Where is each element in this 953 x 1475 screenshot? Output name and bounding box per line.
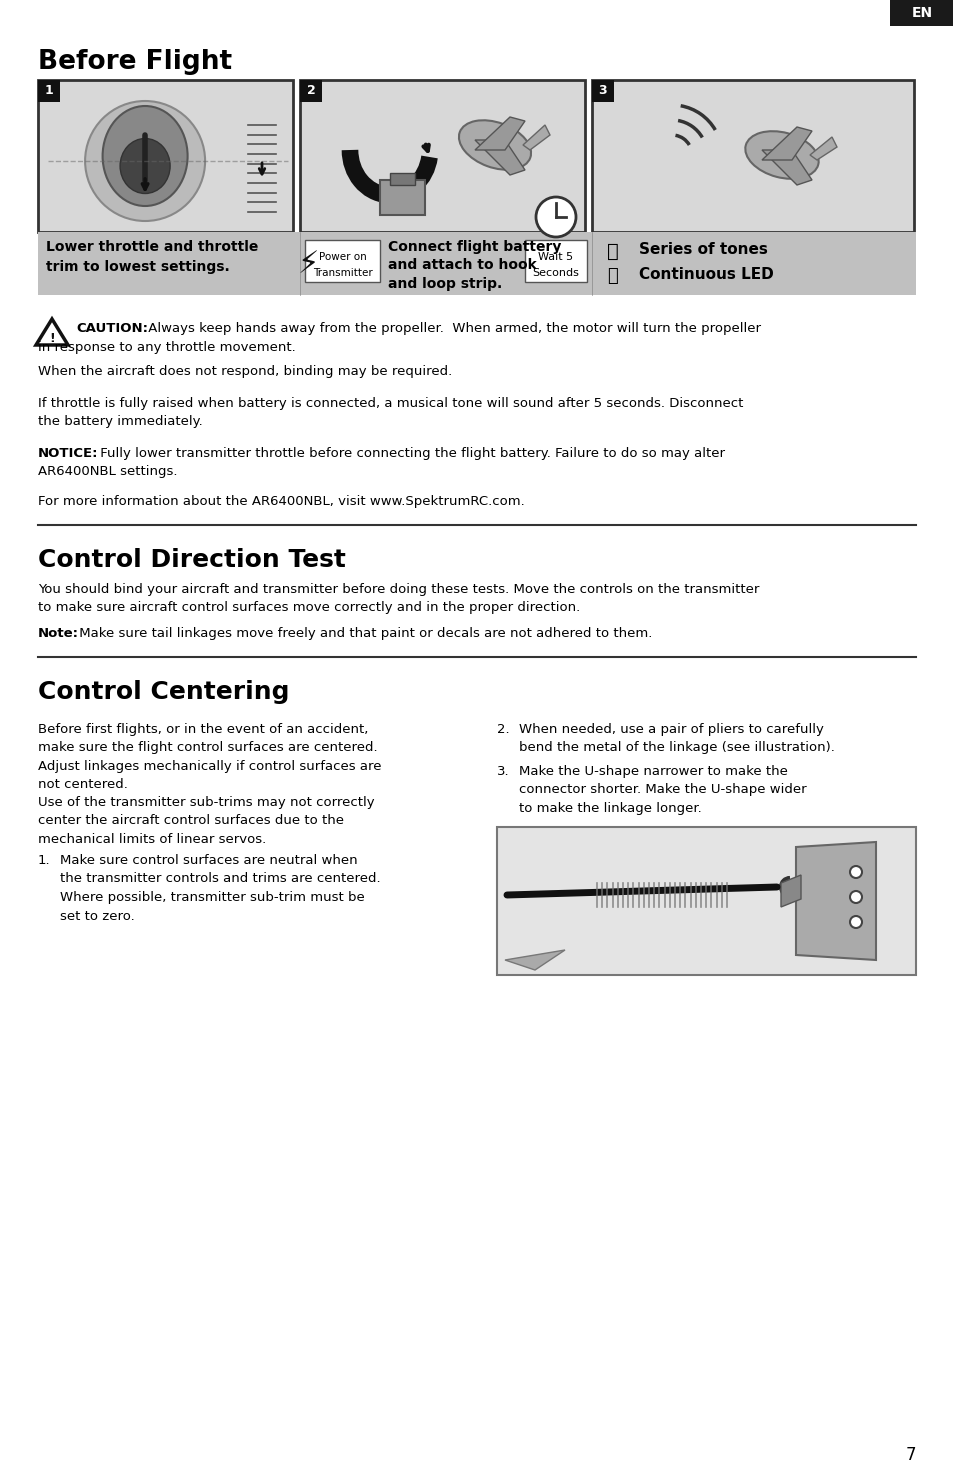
Circle shape: [849, 891, 862, 903]
Bar: [38, 80, 293, 232]
Text: 2: 2: [306, 84, 315, 97]
Polygon shape: [761, 150, 811, 184]
Text: When the aircraft does not respond, binding may be required.: When the aircraft does not respond, bind…: [38, 364, 452, 378]
Bar: [38, 80, 60, 102]
Text: For more information about the AR6400NBL, visit www.SpektrumRC.com.: For more information about the AR6400NBL…: [38, 496, 524, 507]
Text: Control Direction Test: Control Direction Test: [38, 549, 346, 572]
Text: Make sure tail linkages move freely and that paint or decals are not adhered to : Make sure tail linkages move freely and …: [75, 627, 652, 640]
Circle shape: [849, 916, 862, 928]
Text: Make sure control surfaces are neutral when
the transmitter controls and trims a: Make sure control surfaces are neutral w…: [60, 854, 380, 922]
Text: Wait 5: Wait 5: [537, 252, 573, 263]
Text: Before Flight: Before Flight: [38, 49, 232, 75]
Circle shape: [536, 198, 576, 237]
Text: Control Centering: Control Centering: [38, 680, 289, 704]
Ellipse shape: [103, 106, 188, 206]
Circle shape: [849, 866, 862, 878]
Text: 💡: 💡: [606, 267, 618, 285]
Polygon shape: [504, 950, 564, 971]
Text: Seconds: Seconds: [532, 268, 578, 277]
Text: 7: 7: [904, 1446, 915, 1465]
Text: Lower throttle and throttle: Lower throttle and throttle: [46, 240, 258, 254]
Text: NOTICE:: NOTICE:: [38, 447, 98, 460]
Bar: [390, 173, 415, 184]
Text: Transmitter: Transmitter: [313, 268, 372, 277]
Text: AR6400NBL settings.: AR6400NBL settings.: [38, 465, 177, 478]
Bar: [592, 80, 614, 102]
Text: Series of tones: Series of tones: [639, 242, 767, 257]
Ellipse shape: [85, 100, 205, 221]
Text: Connect flight battery
and attach to hook
and loop strip.: Connect flight battery and attach to hoo…: [388, 240, 560, 291]
Text: CAUTION:: CAUTION:: [76, 322, 148, 335]
Bar: [299, 80, 322, 102]
Ellipse shape: [120, 139, 170, 193]
Text: ⚡: ⚡: [297, 249, 318, 279]
Bar: [497, 827, 915, 975]
Text: in response to any throttle movement.: in response to any throttle movement.: [38, 341, 295, 354]
Bar: [524, 240, 586, 282]
Text: 3.: 3.: [497, 766, 509, 777]
Text: 🔊: 🔊: [606, 242, 618, 261]
Text: You should bind your aircraft and transmitter before doing these tests. Move the: You should bind your aircraft and transm…: [38, 583, 759, 596]
Text: Before first flights, or in the event of an accident,
make sure the flight contr: Before first flights, or in the event of…: [38, 723, 381, 792]
Bar: [299, 80, 584, 232]
Bar: [379, 180, 424, 215]
Text: Fully lower transmitter throttle before connecting the flight battery. Failure t: Fully lower transmitter throttle before …: [96, 447, 724, 460]
Ellipse shape: [458, 121, 531, 170]
Polygon shape: [761, 127, 811, 159]
Text: !: !: [49, 332, 55, 345]
Polygon shape: [781, 875, 801, 907]
Text: 2.: 2.: [497, 723, 509, 736]
Polygon shape: [475, 117, 524, 150]
Text: 1.: 1.: [38, 854, 51, 867]
Text: Make the U-shape narrower to make the
connector shorter. Make the U-shape wider
: Make the U-shape narrower to make the co…: [518, 766, 806, 816]
Polygon shape: [475, 140, 524, 176]
Text: 1: 1: [45, 84, 53, 97]
Bar: [305, 240, 379, 282]
Polygon shape: [522, 125, 550, 150]
Polygon shape: [795, 842, 875, 960]
Text: Power on: Power on: [318, 252, 366, 263]
Text: to make sure aircraft control surfaces move correctly and in the proper directio: to make sure aircraft control surfaces m…: [38, 600, 579, 614]
Text: If throttle is fully raised when battery is connected, a musical tone will sound: If throttle is fully raised when battery…: [38, 397, 742, 410]
Text: When needed, use a pair of pliers to carefully
bend the metal of the linkage (se: When needed, use a pair of pliers to car…: [518, 723, 834, 755]
Text: Always keep hands away from the propeller.  When armed, the motor will turn the : Always keep hands away from the propelle…: [144, 322, 760, 335]
Text: Continuous LED: Continuous LED: [639, 267, 773, 282]
Ellipse shape: [744, 131, 818, 178]
Text: Use of the transmitter sub-trims may not correctly
center the aircraft control s: Use of the transmitter sub-trims may not…: [38, 796, 375, 847]
Bar: [592, 80, 913, 232]
Text: EN: EN: [910, 6, 932, 21]
Bar: [38, 232, 915, 295]
Text: the battery immediately.: the battery immediately.: [38, 414, 203, 428]
Polygon shape: [809, 137, 836, 159]
Bar: [889, 0, 953, 27]
Text: trim to lowest settings.: trim to lowest settings.: [46, 260, 230, 274]
Text: Note:: Note:: [38, 627, 79, 640]
Text: 3: 3: [598, 84, 607, 97]
